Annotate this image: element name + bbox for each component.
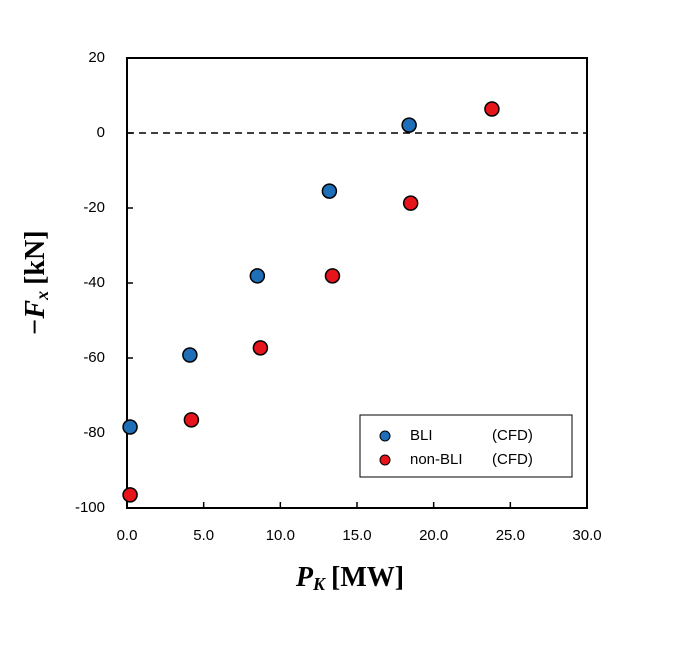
- legend-label: BLI: [410, 427, 433, 444]
- y-tick-label: 20: [88, 49, 105, 66]
- legend-marker: [379, 430, 391, 442]
- x-tick-label: 20.0: [419, 527, 448, 544]
- x-tick-label: 15.0: [342, 527, 371, 544]
- y-tick-label: -20: [83, 199, 105, 216]
- point: [183, 412, 200, 428]
- point: [182, 347, 198, 363]
- point: [252, 340, 269, 356]
- point: [401, 117, 417, 133]
- point: [324, 268, 341, 284]
- legend-method: (CFD): [492, 427, 533, 444]
- x-tick-label: 30.0: [572, 527, 601, 544]
- legend-marker: [379, 454, 391, 466]
- point: [122, 419, 138, 435]
- point: [402, 195, 419, 211]
- x-tick-label: 25.0: [496, 527, 525, 544]
- x-tick-label: 10.0: [266, 527, 295, 544]
- point: [122, 487, 138, 503]
- point: [321, 183, 338, 199]
- x-tick-label: 0.0: [117, 527, 138, 544]
- y-tick-label: -60: [83, 349, 105, 366]
- legend-label: non-BLI: [410, 451, 463, 468]
- y-tick-label: -40: [83, 274, 105, 291]
- point: [249, 268, 266, 284]
- x-axis-label: PK [MW]: [295, 562, 404, 594]
- y-tick-label: 0: [97, 124, 105, 141]
- point: [484, 101, 500, 117]
- legend-box: [359, 414, 573, 478]
- legend-method: (CFD): [492, 451, 533, 468]
- y-axis-label: −Fx[kN]: [20, 230, 52, 335]
- x-tick-label: 5.0: [193, 527, 214, 544]
- y-tick-label: -100: [75, 499, 105, 516]
- y-tick-label: -80: [83, 424, 105, 441]
